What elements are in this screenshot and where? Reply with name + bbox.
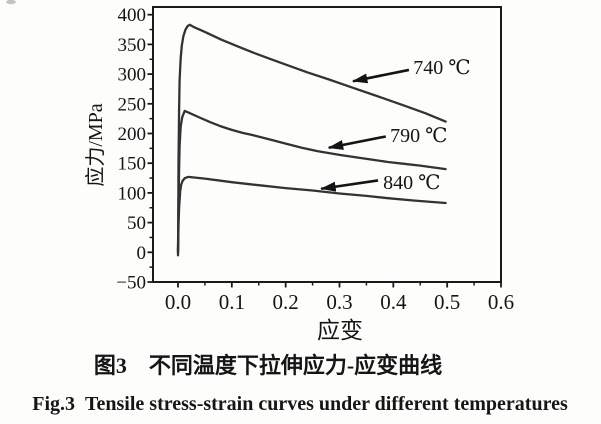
scan-artifact: [6, 0, 16, 5]
y-tick-label: 100: [118, 183, 147, 204]
plot-area: 0.0 0.1 0.2 0.3 0.4 0.5 0.6 −50 0 50 100 150 200 250 3…: [116, 5, 514, 314]
x-tick-label: 0.6: [488, 290, 514, 314]
annotation-arrow-790c: [327, 135, 387, 150]
x-tick-label: 0.2: [273, 290, 299, 314]
y-axis-title: 应力/MPa: [84, 103, 107, 186]
x-tick-label: 0.3: [326, 290, 352, 314]
curve-840c: [176, 175, 447, 254]
x-tick-label: 0.1: [219, 290, 245, 314]
x-tick-label: 0.0: [165, 290, 191, 314]
annotation-label-740c: 740 ℃: [413, 57, 470, 79]
x-tick-label: 0.5: [434, 290, 460, 314]
curve-790c: [176, 109, 447, 254]
plot-frame: [152, 6, 502, 283]
caption-chinese: 图3 不同温度下拉伸应力-应变曲线: [94, 353, 442, 378]
y-tick-label: 350: [118, 35, 147, 56]
y-tick-label: −50: [116, 273, 146, 294]
annotation-label-790c: 790 ℃: [390, 125, 447, 147]
x-tick-label: 0.4: [380, 290, 407, 314]
y-tick-label: 200: [118, 124, 147, 145]
y-tick-label: 300: [118, 65, 147, 86]
annotation-arrow-840c: [320, 179, 379, 192]
y-tick-label: 250: [118, 94, 147, 115]
y-tick-label: 150: [118, 154, 147, 175]
annotation-label-840c: 840 ℃: [383, 172, 440, 194]
y-tick-label: 400: [118, 5, 147, 26]
curve-740c: [176, 23, 447, 257]
y-tick-label: 50: [127, 213, 146, 234]
y-tick-label: 0: [137, 243, 147, 264]
caption-english: Fig.3 Tensile stress-strain curves under…: [32, 393, 568, 415]
x-axis-title: 应变: [317, 318, 363, 343]
annotation-arrow-740c: [351, 68, 410, 84]
